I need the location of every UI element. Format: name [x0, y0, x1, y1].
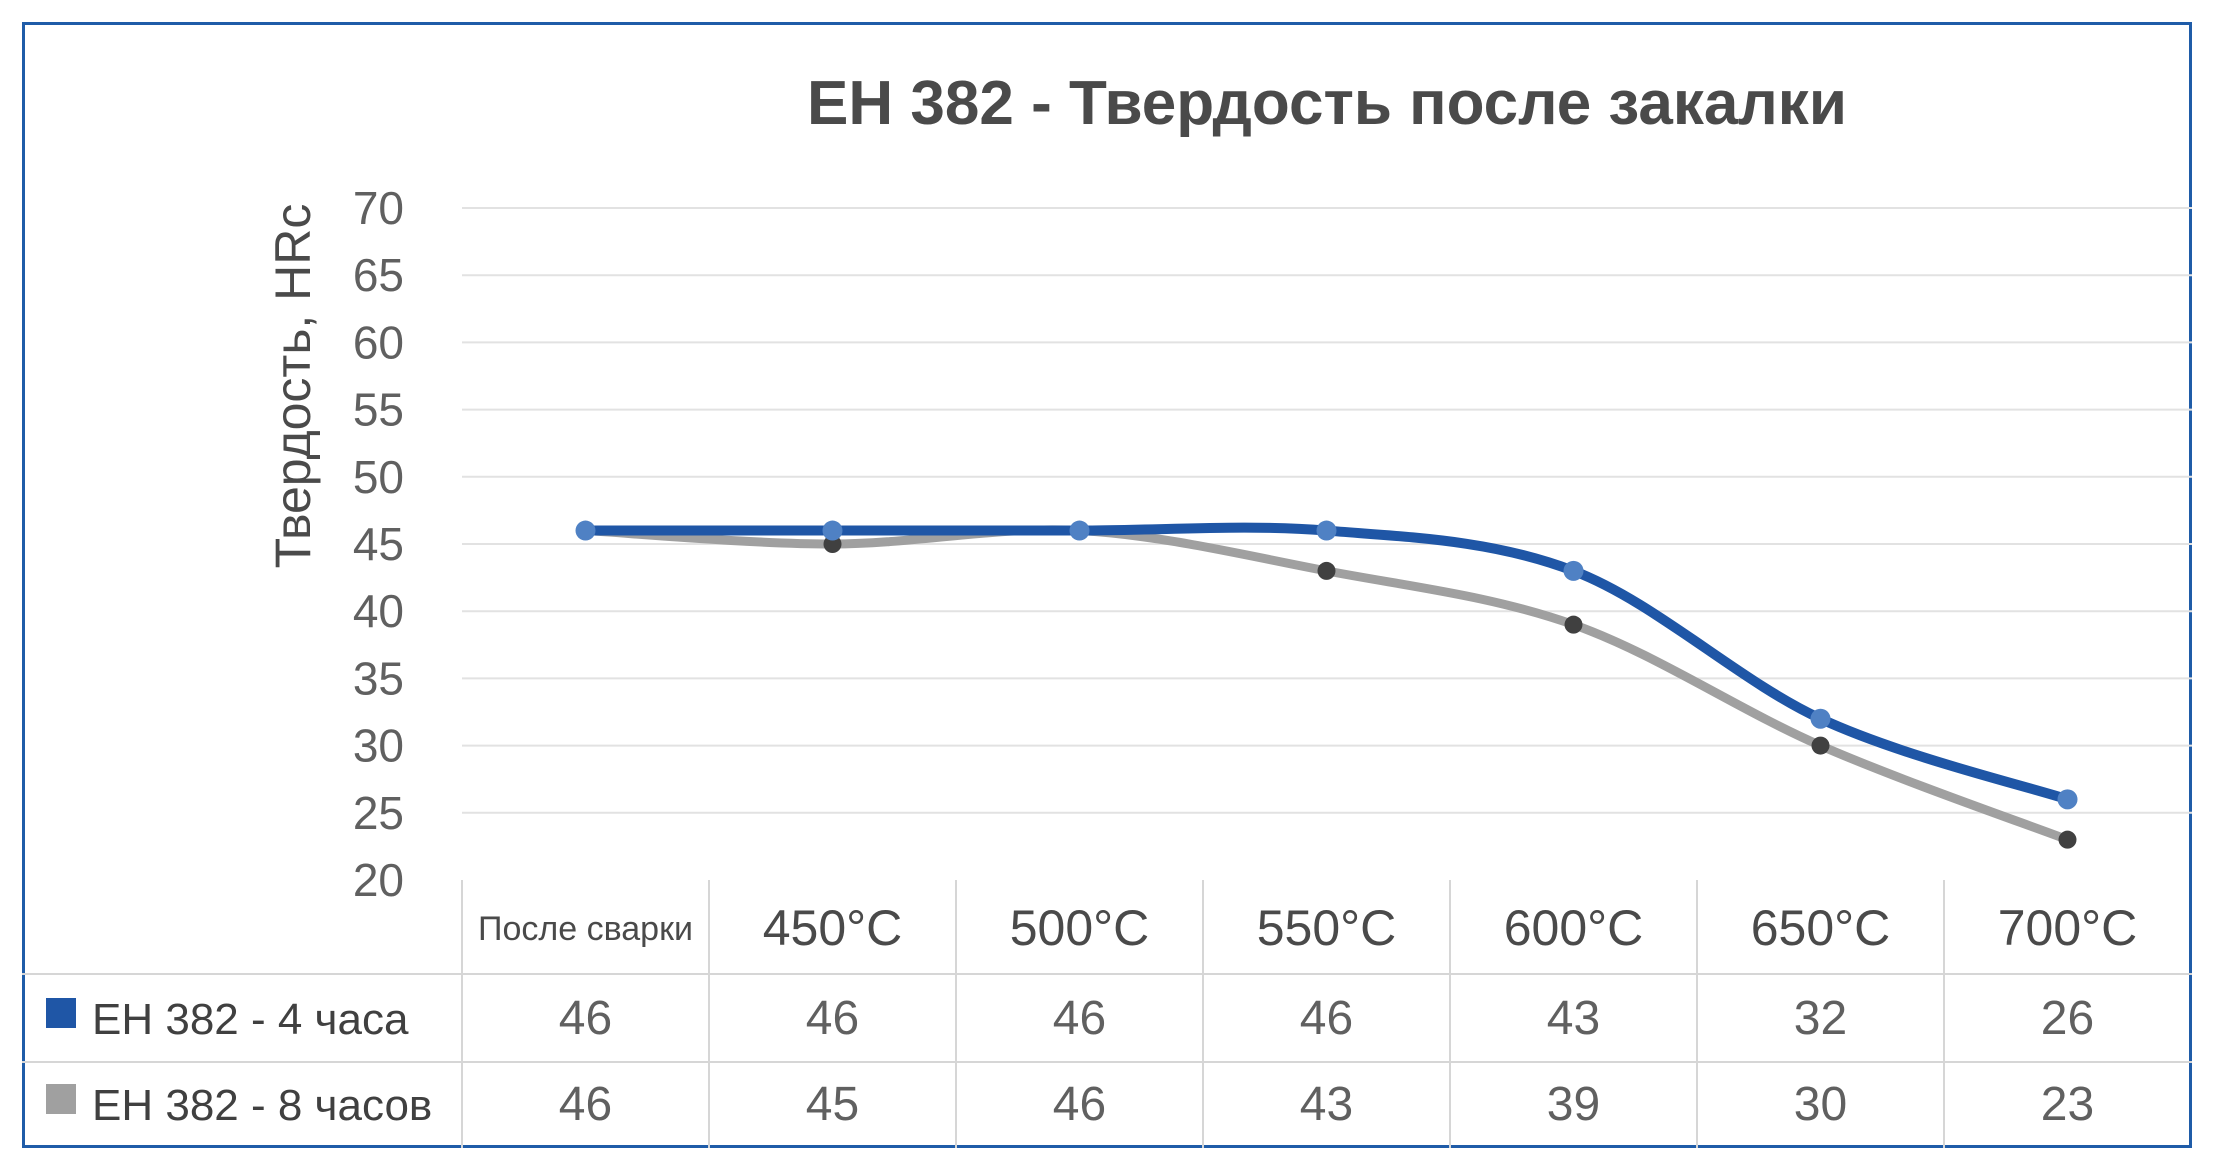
legend-swatch	[46, 1084, 76, 1114]
table-cell-value: 46	[806, 992, 859, 1045]
category-label: 500°C	[1010, 900, 1150, 956]
data-point	[1564, 615, 1583, 634]
data-point	[2058, 830, 2077, 849]
table-cell-value: 46	[1053, 992, 1106, 1045]
category-label: 700°C	[1998, 900, 2138, 956]
legend-label: EH 382 - 4 часа	[92, 995, 409, 1044]
legend-swatch	[46, 998, 76, 1028]
category-label: 650°C	[1751, 900, 1891, 956]
table-cell-value: 23	[2041, 1078, 2094, 1131]
table-cell-value: 26	[2041, 992, 2094, 1045]
data-point	[1069, 520, 1090, 541]
y-tick-label: 65	[353, 249, 404, 301]
data-point	[1811, 736, 1830, 755]
category-label: После сварки	[478, 910, 693, 948]
y-tick-label: 60	[353, 316, 404, 368]
y-tick-label: 45	[353, 518, 404, 570]
chart-title: EH 382 - Твердость после закалки	[807, 69, 1847, 138]
legend-label: EH 382 - 8 часов	[92, 1081, 432, 1130]
y-tick-label: 20	[353, 854, 404, 906]
data-point	[575, 520, 596, 541]
y-axis-ticks: 20 25 30 35 40 45 50 55 60 65 70	[353, 182, 404, 906]
y-tick-label: 25	[353, 787, 404, 839]
table-cell-value: 46	[559, 1078, 612, 1131]
table-cell-value: 43	[1547, 992, 1600, 1045]
y-tick-label: 35	[353, 652, 404, 704]
data-point	[1810, 708, 1831, 729]
table-cell-value: 32	[1794, 992, 1847, 1045]
table-cell-value: 46	[559, 992, 612, 1045]
data-point	[1316, 520, 1337, 541]
category-label: 600°C	[1504, 900, 1644, 956]
data-point	[823, 535, 842, 553]
y-axis-label: Твердость, HRc	[265, 204, 321, 569]
gridlines	[462, 207, 2192, 814]
data-point	[1317, 561, 1336, 580]
y-tick-label: 55	[353, 384, 404, 436]
table-cell-value: 46	[1053, 1078, 1106, 1131]
data-point	[822, 520, 843, 541]
y-tick-label: 30	[353, 720, 404, 772]
chart-frame	[22, 22, 2192, 1148]
category-label: 550°C	[1257, 900, 1397, 956]
y-tick-label: 50	[353, 451, 404, 503]
series-lines	[575, 520, 2078, 849]
table-cell-value: 45	[806, 1078, 859, 1131]
data-point	[2057, 789, 2078, 810]
table-cell-value: 39	[1547, 1078, 1600, 1131]
table-cell-value: 46	[1300, 992, 1353, 1045]
y-tick-label: 70	[353, 182, 404, 234]
table-cell-value: 43	[1300, 1078, 1353, 1131]
data-table: После сварки 450°C 500°C 550°C 600°C 650°C 700…	[22, 880, 2192, 1148]
data-point	[1563, 560, 1584, 581]
table-cell-value: 30	[1794, 1078, 1847, 1131]
y-tick-label: 40	[353, 585, 404, 637]
category-label: 450°C	[763, 900, 903, 956]
